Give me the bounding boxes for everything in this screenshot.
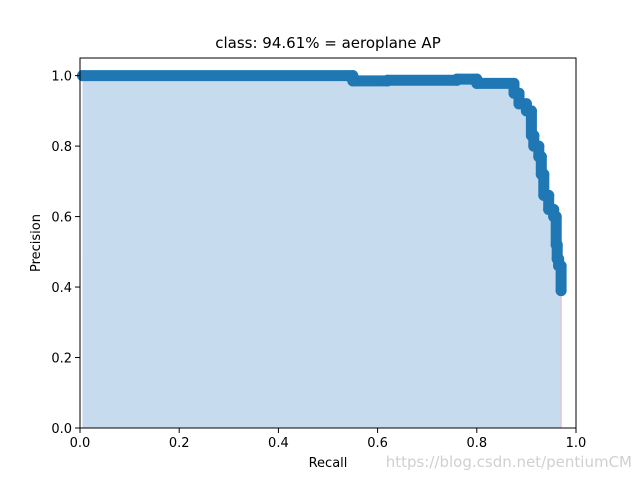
y-tick-label: 0.2 [51, 352, 72, 367]
x-tick-label: 1.0 [566, 436, 587, 451]
data-point [535, 151, 547, 163]
data-point [533, 140, 545, 152]
plot-area [77, 70, 567, 428]
data-point [513, 87, 525, 99]
data-point [551, 239, 563, 251]
axes-frame [79, 57, 577, 429]
chart-title: class: 94.61% = aeroplane AP [215, 34, 440, 52]
y-tick-label: 0.8 [51, 140, 72, 155]
y-tick-label: 0.4 [51, 281, 72, 296]
area-fill-0 [82, 75, 562, 428]
x-tick-label: 0.0 [70, 436, 91, 451]
x-axis-label: Recall [309, 456, 348, 471]
watermark-text: https://blog.csdn.net/pentiumCM [386, 453, 632, 471]
x-tick-label: 0.8 [466, 436, 487, 451]
data-point [538, 168, 550, 180]
y-tick-label: 0.0 [51, 422, 72, 437]
data-point [543, 189, 555, 201]
y-tick-label: 1.0 [51, 70, 72, 85]
data-point [382, 74, 393, 86]
data-point [451, 73, 463, 85]
data-point [525, 105, 537, 117]
x-tick-label: 0.6 [367, 436, 388, 451]
data-point [550, 211, 562, 223]
data-point [508, 77, 520, 89]
data-point [555, 285, 567, 297]
x-tick-label: 0.2 [169, 436, 190, 451]
x-tick-label: 0.4 [268, 436, 289, 451]
data-point [471, 77, 483, 89]
data-point [555, 260, 567, 272]
data-point [347, 75, 359, 87]
data-point [528, 130, 540, 141]
y-axis-label: Precision [29, 214, 44, 272]
y-axis-ticks: 0.0 0.2 0.4 0.6 0.8 1.0 [51, 70, 80, 437]
x-axis-ticks: 0.0 0.2 0.4 0.6 0.8 1.0 [70, 428, 587, 451]
y-tick-label: 0.6 [51, 211, 72, 226]
